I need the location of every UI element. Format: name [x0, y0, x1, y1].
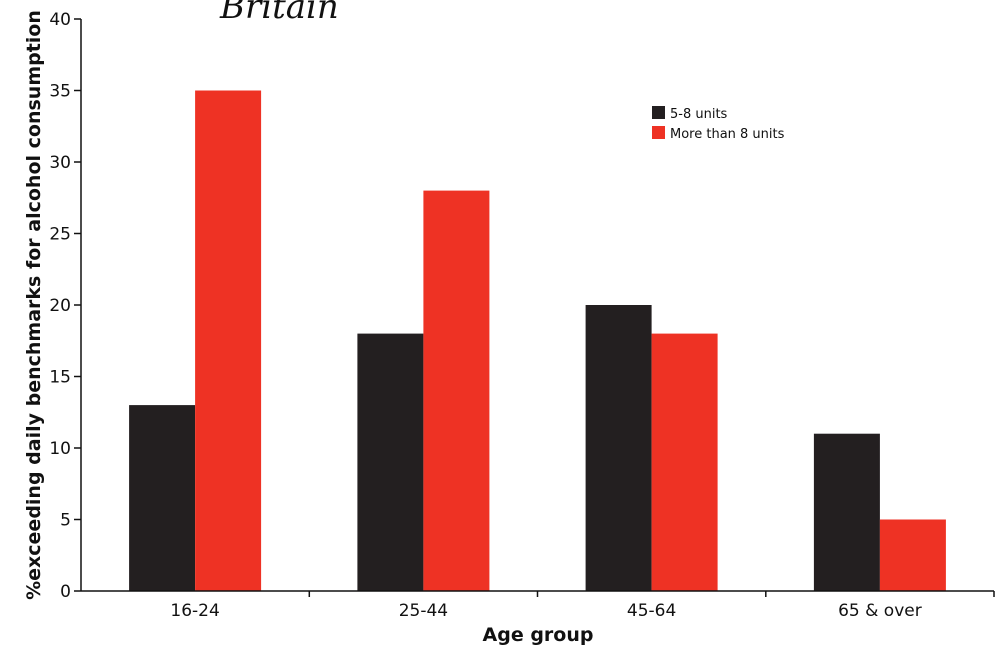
bar-5-8-units-2 [585, 305, 652, 591]
legend: 5-8 units More than 8 units [652, 106, 785, 142]
bar-more-than-8-units-2 [651, 333, 718, 591]
legend-label-5-8-units: 5-8 units [670, 107, 728, 122]
y-tick-label: 15 [49, 368, 71, 388]
y-tick-label: 5 [60, 511, 71, 531]
x-tick-label: 65 & over [838, 601, 922, 621]
bar-more-than-8-units-0 [195, 90, 262, 591]
legend-swatch-5-8-units [652, 106, 665, 119]
legend-swatch-more-than-8-units [652, 126, 665, 139]
chart-title: Britain [219, 0, 339, 27]
legend-label-more-than-8-units: More than 8 units [670, 127, 785, 142]
y-tick-label: 0 [60, 582, 71, 602]
y-tick-label: 10 [49, 439, 71, 459]
bar-more-than-8-units-1 [423, 190, 490, 591]
x-tick-label: 25-44 [399, 601, 448, 621]
x-axis-ticks: 16-24 25-44 45-64 65 & over [170, 591, 995, 621]
y-axis-title: %exceeding daily benchmarks for alcohol … [23, 10, 45, 600]
x-tick-label: 16-24 [170, 601, 219, 621]
y-tick-label: 25 [49, 225, 71, 245]
y-tick-label: 30 [49, 153, 71, 173]
y-tick-label: 20 [49, 296, 71, 316]
bar-5-8-units-3 [813, 433, 880, 591]
bar-more-than-8-units-3 [879, 519, 946, 591]
y-tick-label: 40 [49, 10, 71, 30]
x-axis-title: Age group [483, 624, 594, 646]
y-axis-ticks: 0 5 10 15 20 25 30 35 40 [49, 10, 81, 602]
x-tick-label: 45-64 [627, 601, 676, 621]
y-tick-label: 35 [49, 82, 71, 102]
bar-5-8-units-0 [129, 405, 196, 591]
bar-5-8-units-1 [357, 333, 424, 591]
bars-group [129, 90, 946, 591]
